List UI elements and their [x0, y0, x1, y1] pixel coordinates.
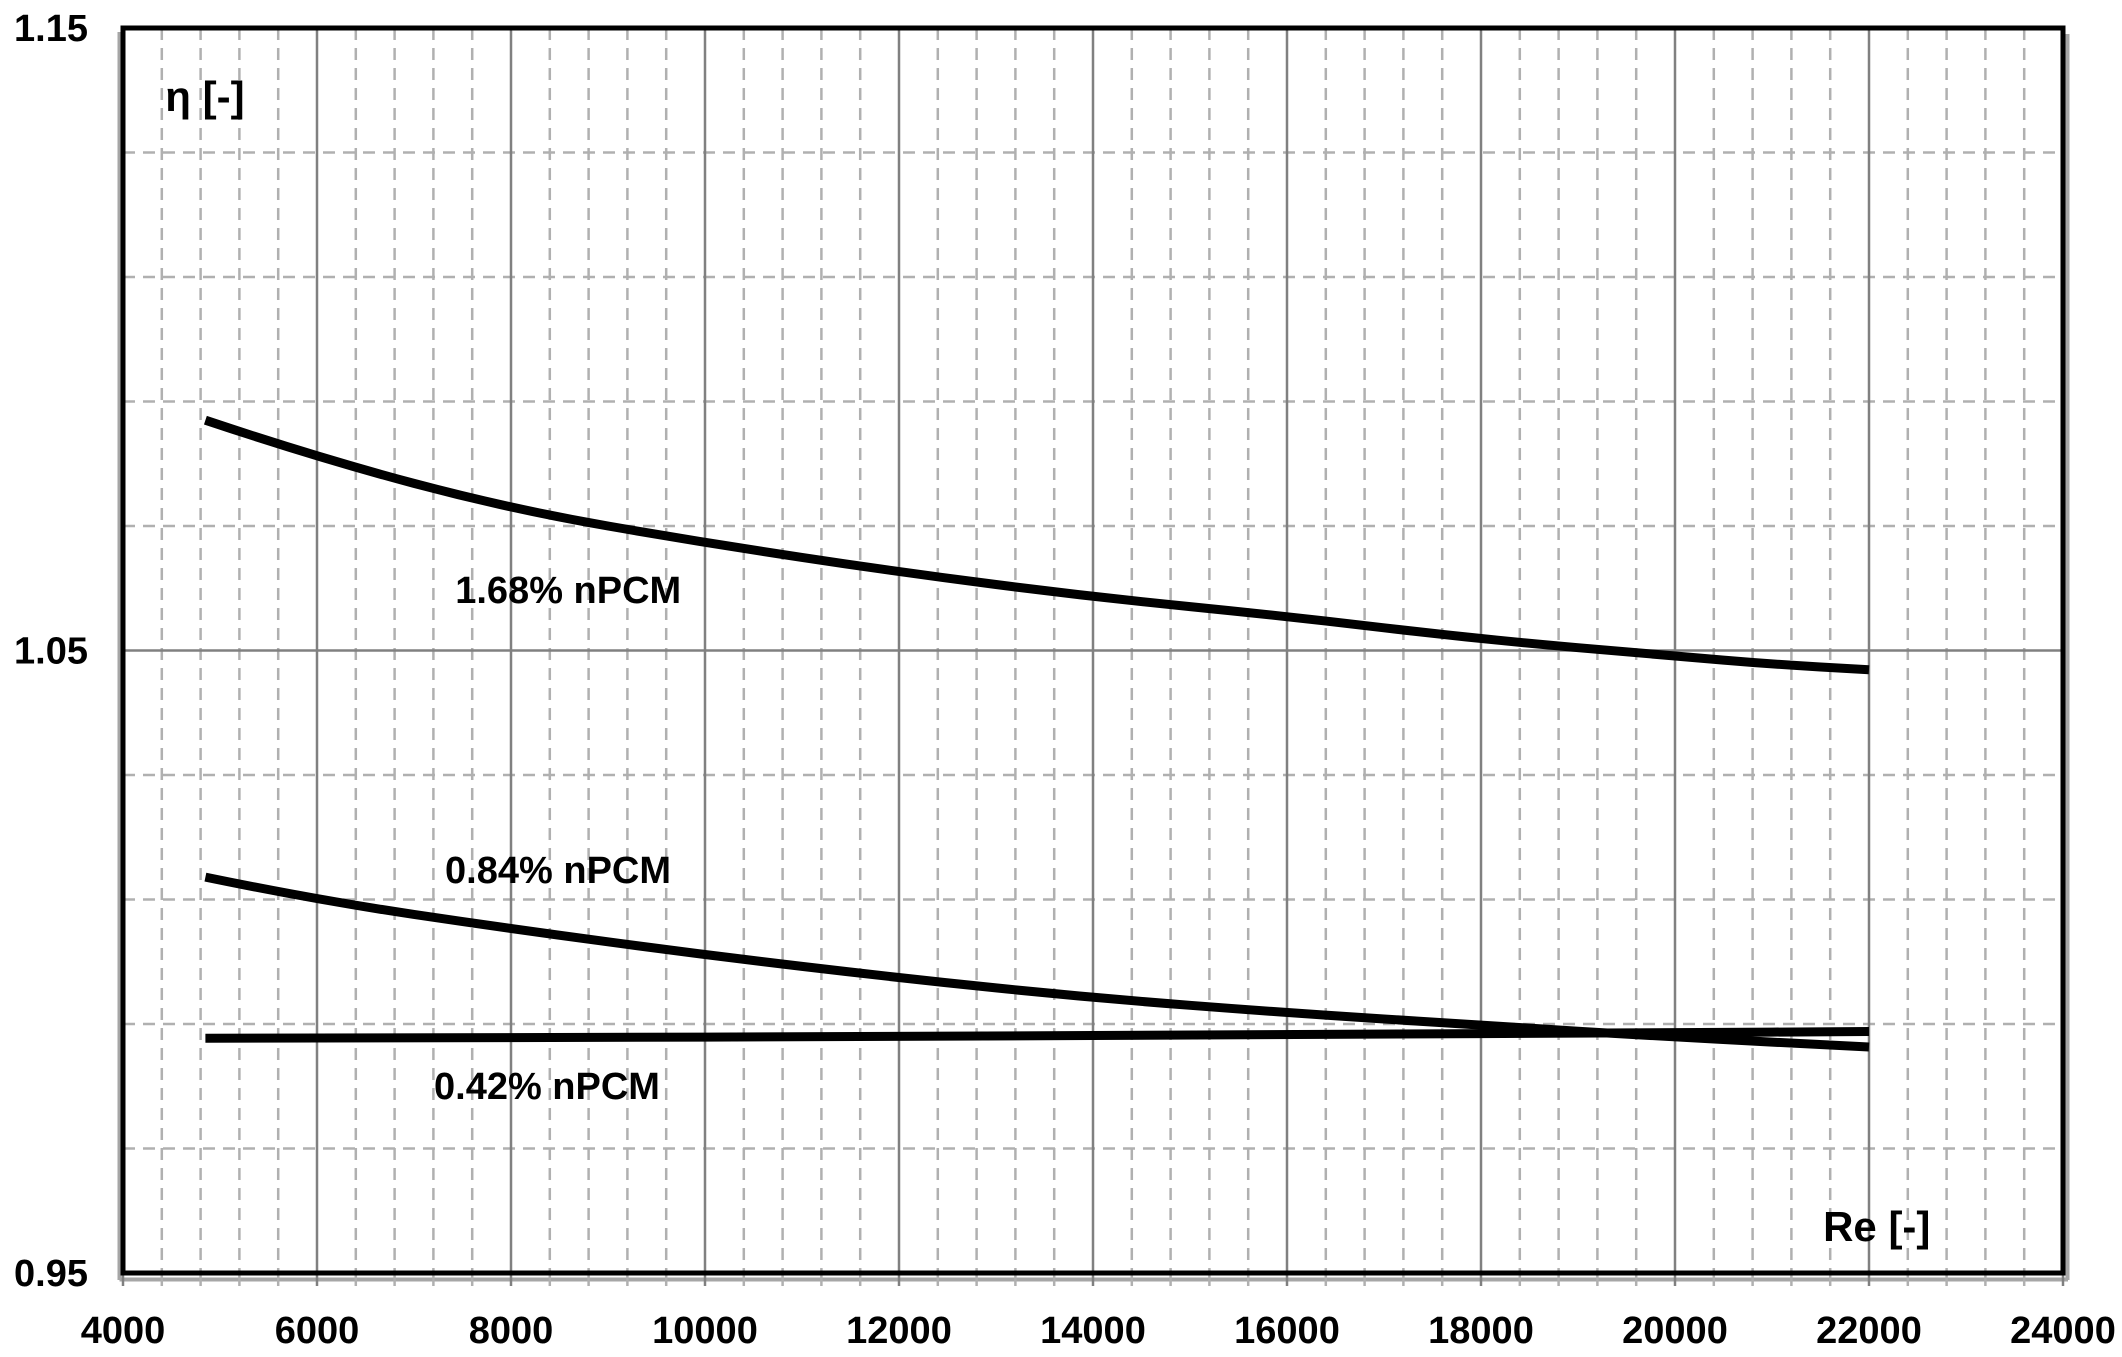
curve-1-68-npcmline	[203, 415, 1870, 675]
x-tick-label: 6000	[275, 1310, 360, 1352]
x-tick-label: 10000	[652, 1310, 758, 1352]
x-tick-label: 20000	[1622, 1310, 1728, 1352]
plot-border	[120, 25, 2066, 1276]
x-tick-label: 8000	[469, 1310, 554, 1352]
curve-label-168-npcm: 1.68% nPCM	[455, 569, 682, 612]
y-tick-label: 1.15	[14, 8, 88, 50]
x-tick-label: 12000	[846, 1310, 952, 1352]
y-tick-label: 1.05	[14, 631, 88, 673]
y-axis-title: η [-]	[165, 73, 245, 121]
y-tick-label: 0.95	[14, 1253, 88, 1295]
curve-label-042-npcm: 0.42% nPCM	[434, 1065, 660, 1108]
x-tick-label: 14000	[1040, 1310, 1146, 1352]
curve-label-084-npcm: 0.84% nPCM	[445, 849, 672, 892]
x-tick-label: 22000	[1816, 1310, 1922, 1352]
x-axis-title: Re [-]	[1823, 1202, 1931, 1250]
x-tick-label: 4000	[81, 1310, 166, 1352]
x-tick-label: 18000	[1428, 1310, 1534, 1352]
x-tick-label: 16000	[1234, 1310, 1340, 1352]
x-tick-label: 24000	[2010, 1310, 2116, 1352]
curve-0-42-npcmline	[205, 1027, 1870, 1043]
curve-0-84-npcmline	[204, 872, 1870, 1052]
